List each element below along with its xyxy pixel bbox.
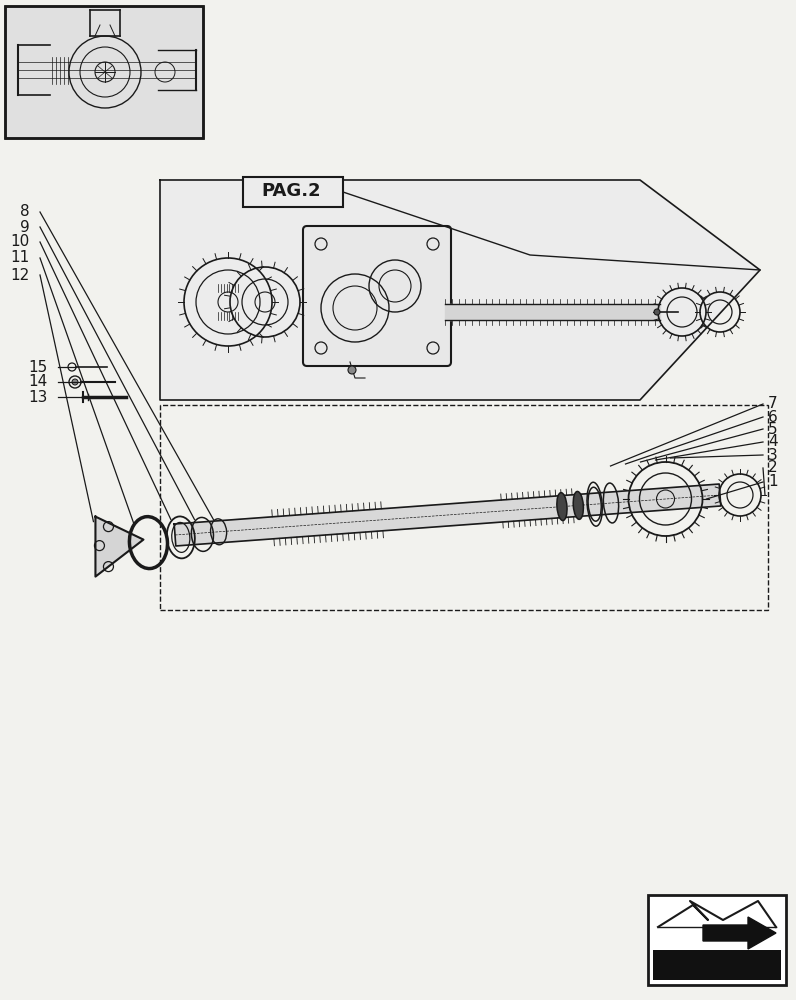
Polygon shape xyxy=(703,917,776,949)
Text: 5: 5 xyxy=(768,422,778,436)
Text: 9: 9 xyxy=(20,220,30,234)
Polygon shape xyxy=(160,180,760,400)
Bar xyxy=(648,895,786,985)
Polygon shape xyxy=(174,484,721,546)
Circle shape xyxy=(348,366,356,374)
Text: 11: 11 xyxy=(11,250,30,265)
Text: PAG.2: PAG.2 xyxy=(261,182,321,200)
Text: 14: 14 xyxy=(29,374,48,389)
Bar xyxy=(653,950,781,980)
Bar xyxy=(243,177,343,207)
Text: 12: 12 xyxy=(11,267,30,282)
Text: 8: 8 xyxy=(21,205,30,220)
Polygon shape xyxy=(445,304,660,320)
Text: 4: 4 xyxy=(768,434,778,450)
Ellipse shape xyxy=(573,491,583,519)
Circle shape xyxy=(72,379,78,385)
Text: 7: 7 xyxy=(768,396,778,412)
FancyBboxPatch shape xyxy=(303,226,451,366)
Text: 10: 10 xyxy=(11,234,30,249)
Polygon shape xyxy=(96,517,143,577)
Text: 2: 2 xyxy=(768,460,778,476)
Text: 13: 13 xyxy=(29,389,48,404)
Text: 1: 1 xyxy=(768,475,778,489)
Text: 3: 3 xyxy=(768,448,778,462)
Ellipse shape xyxy=(557,493,567,521)
Bar xyxy=(5,6,203,138)
Text: 6: 6 xyxy=(768,410,778,424)
Circle shape xyxy=(654,309,660,315)
Text: 15: 15 xyxy=(29,360,48,374)
Bar xyxy=(5,6,203,138)
Bar xyxy=(160,405,768,610)
